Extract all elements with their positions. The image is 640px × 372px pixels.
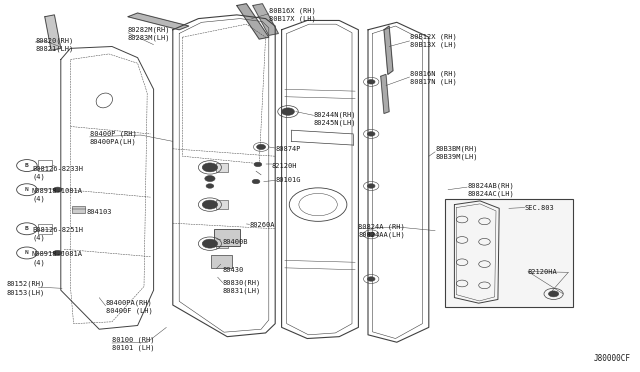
Text: B08126-8233H
(4): B08126-8233H (4) [32,166,83,180]
Text: 80820(RH)
80821(LH): 80820(RH) 80821(LH) [35,37,74,52]
Circle shape [282,108,294,115]
Text: N08918-J081A
(4): N08918-J081A (4) [32,251,83,266]
Circle shape [367,80,375,84]
Circle shape [367,232,375,237]
Text: 80400PA(RH)
80400F (LH): 80400PA(RH) 80400F (LH) [106,299,152,314]
Polygon shape [237,4,269,39]
Circle shape [252,179,260,184]
Circle shape [367,277,375,281]
Text: B08126-8251H
(4): B08126-8251H (4) [32,227,83,241]
FancyBboxPatch shape [216,239,228,248]
Text: 804103: 804103 [86,209,112,215]
Circle shape [257,144,266,150]
Circle shape [205,176,215,182]
Text: 80430: 80430 [223,267,244,273]
Text: 80101G: 80101G [275,177,301,183]
Circle shape [254,162,262,167]
Text: 80816N (RH)
80817N (LH): 80816N (RH) 80817N (LH) [410,71,456,86]
FancyBboxPatch shape [72,206,85,213]
Text: J80000CF: J80000CF [593,354,630,363]
Circle shape [202,163,218,172]
Text: B: B [25,226,29,231]
Text: 80830(RH)
80831(LH): 80830(RH) 80831(LH) [223,279,261,294]
Circle shape [367,132,375,136]
Text: 80824A (RH)
80824AA(LH): 80824A (RH) 80824AA(LH) [358,223,405,238]
Polygon shape [128,13,189,30]
Circle shape [202,200,218,209]
Circle shape [367,184,375,188]
Circle shape [202,239,218,248]
Text: 82120H: 82120H [272,163,298,169]
Text: 80874P: 80874P [275,146,301,152]
Text: 80282M(RH)
80283M(LH): 80282M(RH) 80283M(LH) [128,26,170,41]
Circle shape [53,250,62,256]
Text: N: N [25,250,29,256]
Text: 80B12X (RH)
80B13X (LH): 80B12X (RH) 80B13X (LH) [410,33,456,48]
FancyBboxPatch shape [445,199,573,307]
Text: N: N [25,187,29,192]
Polygon shape [45,15,61,50]
Circle shape [206,184,214,188]
Text: 80244N(RH)
80245N(LH): 80244N(RH) 80245N(LH) [314,112,356,126]
FancyBboxPatch shape [216,163,228,172]
Polygon shape [384,26,393,74]
Text: SEC.803: SEC.803 [525,205,554,211]
Circle shape [53,187,62,192]
Polygon shape [381,74,389,113]
Text: 80400P (RH)
80400PA(LH): 80400P (RH) 80400PA(LH) [90,130,136,145]
Text: 80152(RH)
80153(LH): 80152(RH) 80153(LH) [6,281,45,296]
Text: B: B [25,163,29,168]
Text: 80100 (RH)
80101 (LH): 80100 (RH) 80101 (LH) [112,337,154,352]
Text: 80260A: 80260A [250,222,275,228]
Text: N08918-1081A
(4): N08918-1081A (4) [32,188,83,202]
Text: 80B3BM(RH)
80B39M(LH): 80B3BM(RH) 80B39M(LH) [435,145,477,160]
Circle shape [548,291,559,297]
Text: 82120HA: 82120HA [528,269,557,275]
Polygon shape [253,4,278,35]
FancyBboxPatch shape [216,200,228,209]
FancyBboxPatch shape [211,255,232,268]
Text: 80824AB(RH)
80824AC(LH): 80824AB(RH) 80824AC(LH) [467,182,514,197]
Text: 80400B: 80400B [223,239,248,245]
FancyBboxPatch shape [214,229,240,246]
Text: 80B16X (RH)
80B17X (LH): 80B16X (RH) 80B17X (LH) [269,7,316,22]
